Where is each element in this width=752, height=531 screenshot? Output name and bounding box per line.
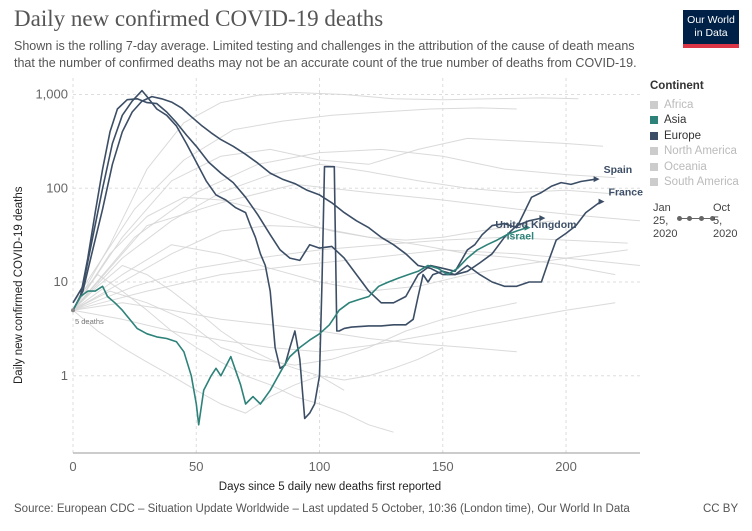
legend-swatch: [650, 162, 658, 171]
grid-layer: [72, 78, 640, 453]
legend-swatch: [650, 100, 658, 109]
timeline-end: Oct 5, 2020: [713, 202, 737, 241]
y-tick-label: 1,000: [35, 87, 68, 102]
background-series-line: [72, 92, 579, 311]
background-series-line: [72, 148, 616, 311]
timeline-end-month: Oct: [713, 202, 731, 214]
legend-label: Africa: [664, 98, 694, 111]
x-tick-label: 150: [432, 459, 454, 474]
background-series-layer: [72, 92, 641, 433]
legend-label: North America: [664, 145, 737, 158]
background-series-line: [72, 274, 394, 433]
background-series-line: [72, 163, 628, 311]
series-line-united-kingdom: [72, 95, 542, 311]
source-note: Source: European CDC – Situation Update …: [14, 503, 630, 515]
y-axis-label: Daily new confirmed COVID-19 deaths: [13, 186, 25, 385]
legend-label: Asia: [664, 114, 687, 127]
owid-logo[interactable]: Our World in Data: [683, 10, 739, 48]
legend-label: Europe: [664, 129, 702, 142]
legend-swatch: [650, 131, 658, 140]
timeline-start-year: 2020: [653, 228, 678, 240]
series-label: Spain: [604, 164, 633, 176]
timeline-end-day: 5,: [713, 215, 723, 227]
timeline-tick: [699, 216, 704, 221]
background-series-line: [72, 309, 345, 414]
background-series-line: [72, 302, 616, 353]
legend-item-asia[interactable]: Asia: [650, 113, 750, 129]
background-series-line: [72, 236, 628, 311]
background-series-line: [72, 196, 554, 311]
timeline-end-year: 2020: [713, 228, 738, 240]
legend-title: Continent: [650, 80, 704, 92]
logo-accent-bar: [683, 44, 739, 48]
legend-swatch: [650, 147, 658, 156]
timeline-tick: [687, 216, 692, 221]
series-end-arrow: [539, 215, 546, 222]
logo-line-1: Our World: [687, 14, 735, 26]
x-tick-label: 200: [555, 459, 577, 474]
timeline-start-day: 25,: [653, 215, 669, 227]
background-series-line: [72, 225, 616, 311]
y-tick-label: 10: [54, 274, 68, 289]
x-tick-label: 50: [189, 459, 203, 474]
background-series-line: [72, 107, 517, 304]
legend-item-africa[interactable]: Africa: [650, 97, 750, 113]
chart-subtitle: Shown is the rolling 7-day average. Limi…: [14, 39, 637, 70]
chart-title: Daily new confirmed COVID-19 deaths: [14, 6, 384, 31]
background-series-line: [72, 183, 641, 311]
background-series-line: [72, 249, 641, 311]
timeline-end-handle[interactable]: [710, 216, 715, 221]
background-series-line: [72, 290, 517, 366]
x-tick-label: 100: [309, 459, 331, 474]
series-line-france: [72, 89, 602, 420]
timeline-start-handle[interactable]: [677, 216, 682, 221]
legend-item-oceania[interactable]: Oceania: [650, 159, 750, 175]
series-line-spain: [72, 98, 596, 311]
logo-line-2: in Data: [694, 27, 728, 39]
legend-label: South America: [664, 176, 739, 189]
series-end-arrow: [524, 224, 531, 231]
legend-item-europe[interactable]: Europe: [650, 128, 750, 144]
threshold-label: 5 deaths: [75, 317, 104, 326]
series-label: Israel: [507, 231, 535, 243]
legend-label: Oceania: [664, 160, 707, 173]
legend-item-south-america[interactable]: South America: [650, 175, 750, 191]
legend-items: Africa Asia Europe North America Oceania Sout…: [650, 97, 750, 190]
timeline-control[interactable]: Jan 25, 2020 Oct 5, 2020: [653, 202, 745, 242]
y-tick-label: 1: [61, 368, 68, 383]
background-series-line: [72, 265, 444, 381]
series-label: France: [609, 187, 644, 199]
timeline-track[interactable]: [677, 216, 715, 221]
x-tick-label: 0: [69, 459, 76, 474]
threshold-marker: [71, 308, 75, 313]
legend-swatch: [650, 178, 658, 187]
timeline-start-month: Jan: [653, 202, 671, 214]
background-series-line: [72, 244, 628, 311]
background-series-line: [72, 302, 517, 353]
background-series-line: [72, 137, 604, 311]
highlight-series-layer: [72, 89, 605, 426]
axis-layer: 1 10 100 1,000 0 50 100 150 200 5 deaths: [35, 87, 640, 474]
legend-item-north-america[interactable]: North America: [650, 144, 750, 160]
legend-swatch: [650, 116, 658, 125]
series-line-israel: [72, 226, 527, 426]
y-tick-label: 100: [46, 180, 68, 195]
timeline-start: Jan 25, 2020: [653, 202, 677, 241]
x-axis-label: Days since 5 daily new deaths first repo…: [218, 481, 442, 493]
license-link[interactable]: CC BY: [703, 503, 739, 515]
legend: Continent Africa Asia Europe North America O…: [650, 80, 750, 190]
series-end-arrow: [593, 176, 600, 183]
series-label: United Kingdom: [495, 219, 576, 231]
series-end-arrow: [598, 198, 605, 205]
